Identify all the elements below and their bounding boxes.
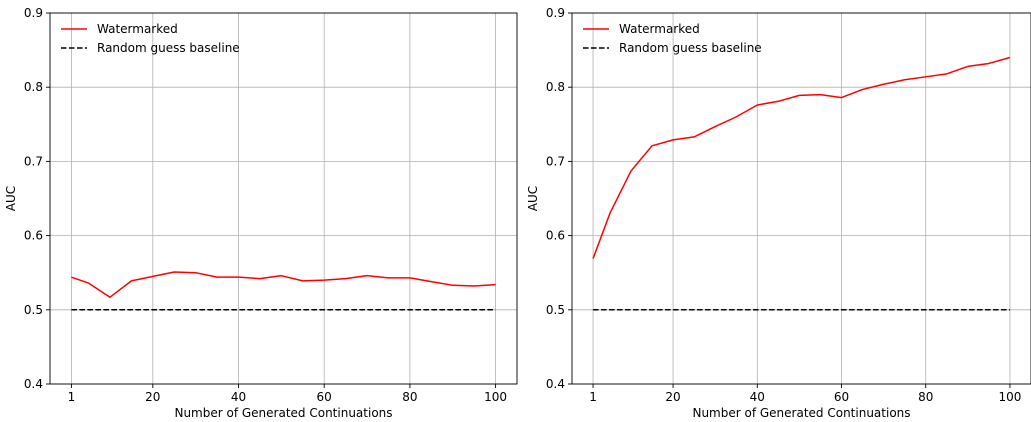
y-tick-label: 0.4 xyxy=(546,377,565,391)
y-tick-label: 0.5 xyxy=(24,303,43,317)
y-tick-label: 0.4 xyxy=(24,377,43,391)
y-tick-label: 0.8 xyxy=(546,80,565,94)
x-tick-label: 60 xyxy=(834,390,849,404)
y-tick-label: 0.7 xyxy=(546,154,565,168)
y-axis-label: AUC xyxy=(526,186,540,211)
plot-frame xyxy=(571,12,1031,385)
y-tick-label: 0.7 xyxy=(24,154,43,168)
chart-2: 1 20 40 60 80 100 0.4 0.5 0.6 0.7 0.8 0.9 Number of … xyxy=(526,6,1031,420)
x-tick-label: 60 xyxy=(317,390,332,404)
x-tick-label: 1 xyxy=(589,390,597,404)
chart-1: 1 20 40 60 80 100 0.4 0.5 0.6 0.7 0.8 0.9 Number of … xyxy=(4,6,518,420)
series-line xyxy=(71,271,496,298)
x-axis-label: Number of Generated Continuations xyxy=(174,406,392,420)
x-axis-label: Number of Generated Continuations xyxy=(692,406,910,420)
plot-frame xyxy=(49,12,518,385)
legend-label: Watermarked xyxy=(97,22,178,36)
x-tick-label: 40 xyxy=(231,390,246,404)
x-tick-label: 20 xyxy=(665,390,680,404)
series-line xyxy=(592,56,1011,259)
x-tick-label: 20 xyxy=(145,390,160,404)
y-tick-label: 0.6 xyxy=(546,229,565,243)
y-tick-label: 0.9 xyxy=(24,6,43,20)
x-tick-label: 1 xyxy=(68,390,76,404)
y-tick-label: 0.8 xyxy=(24,80,43,94)
legend-label: Watermarked xyxy=(619,22,700,36)
y-axis-label: AUC xyxy=(4,186,18,211)
y-tick-label: 0.5 xyxy=(546,303,565,317)
x-tick-label: 80 xyxy=(918,390,933,404)
y-tick-label: 0.6 xyxy=(24,229,43,243)
legend-label: Random guess baseline xyxy=(97,41,240,55)
x-tick-label: 100 xyxy=(998,390,1021,404)
x-tick-label: 80 xyxy=(402,390,417,404)
x-tick-label: 40 xyxy=(750,390,765,404)
legend-label: Random guess baseline xyxy=(619,41,762,55)
y-tick-label: 0.9 xyxy=(546,6,565,20)
x-tick-label: 100 xyxy=(484,390,507,404)
